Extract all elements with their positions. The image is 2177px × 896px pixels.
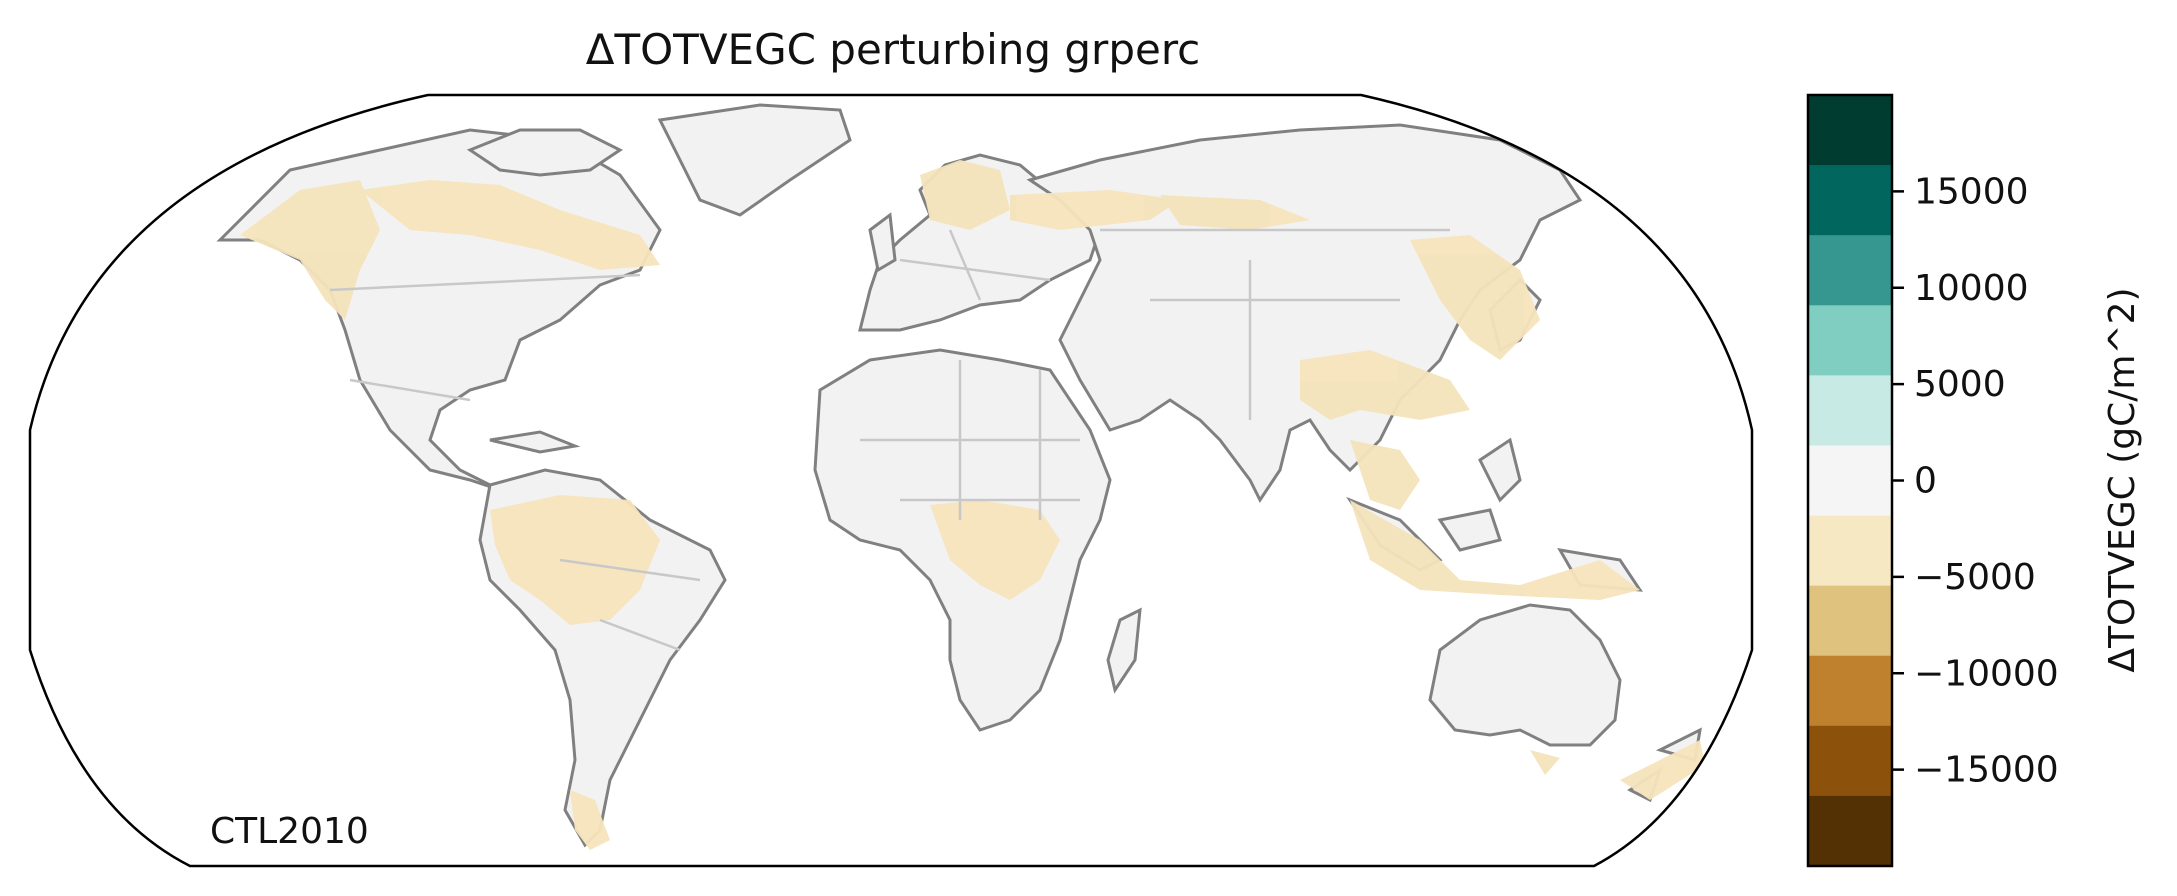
country-borders [329,228,1450,652]
region-southern-china [1300,350,1470,420]
region-western-russia [1010,190,1180,230]
island-madagascar [1106,607,1142,694]
region-new-zealand [1620,740,1705,800]
negative-change-regions [240,160,1705,850]
colorbar-tick-label: −5000 [1914,557,2036,598]
region-scandinavia [920,160,1010,230]
map-title: ΔTOTVEGC perturbing grperc [586,25,1201,74]
colorbar-bin [1808,515,1892,587]
colorbar-bin [1808,165,1892,236]
colorbar-tick-label: −10000 [1914,653,2059,694]
colorbar-bin [1808,585,1892,657]
colorbar-bin [1808,655,1892,727]
region-canada-great-lakes [360,180,660,270]
region-northeast-asia [1410,235,1540,360]
colorbar-bins [1808,95,1892,867]
continent-asia [1026,123,1583,503]
region-western-north-america [240,180,380,320]
region-central-africa [930,500,1060,600]
region-indonesia [1350,500,1640,600]
colorbar-ticks: 15000 10000 5000 0 −5000 −10000 −15000 [1892,171,2059,791]
continent-australia [1428,603,1622,747]
caribbean-islands [489,430,581,454]
colorbar-tick-label: 0 [1914,461,1937,502]
colorbar-bin [1808,235,1892,306]
colorbar-bin [1808,305,1892,376]
colorbar-tick-label: 10000 [1914,268,2029,309]
region-siberia [1160,195,1310,230]
colorbar-bin [1808,375,1892,446]
colorbar-bin [1808,95,1892,166]
colorbar-tick-label: 5000 [1914,364,2006,405]
region-southeast-australia [1530,750,1560,775]
colorbar: 15000 10000 5000 0 −5000 −10000 −15000 ΔTOTVEG… [1806,93,2143,868]
colorbar-bin [1808,795,1892,867]
colorbar-label: ΔTOTVEGC (gC/m^2) [2102,287,2143,672]
region-amazon [490,495,660,625]
colorbar-bin [1808,725,1892,797]
region-patagonia [570,790,610,850]
continent-greenland [657,103,852,217]
map-outline [28,93,1754,868]
colorbar-tick-label: 15000 [1914,171,2029,212]
colorbar-bin [1808,445,1892,517]
corner-label: CTL2010 [210,811,369,852]
colorbar-tick-label: −15000 [1914,750,2059,791]
region-southeast-asia [1350,440,1420,510]
island-britain [868,212,897,273]
arctic-islands [466,128,623,177]
map-panel [216,103,1705,850]
